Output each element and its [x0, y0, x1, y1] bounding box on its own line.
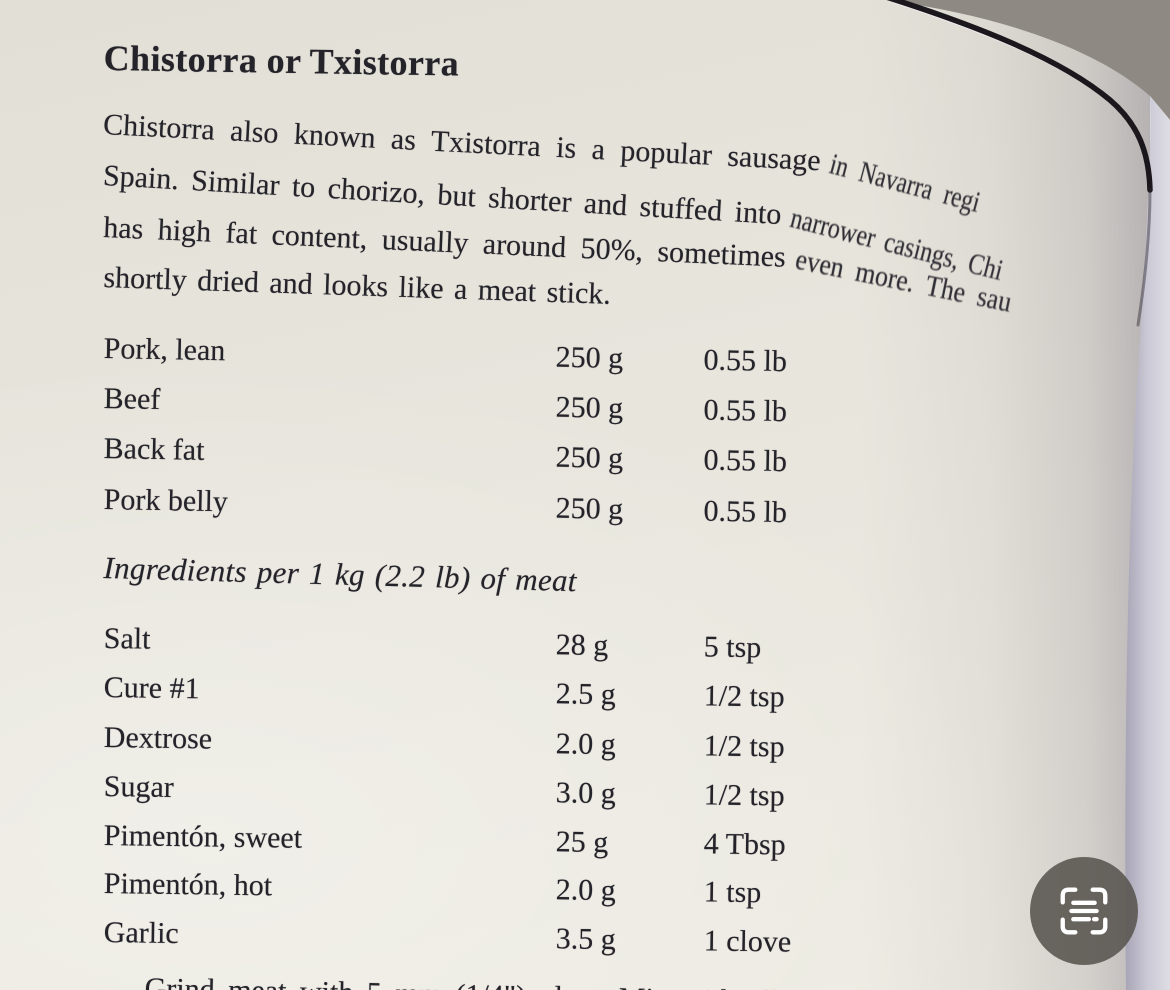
- ingredient-name: Dextrose: [103, 721, 213, 756]
- table-row: Beef 250 g 0.55 lb: [103, 382, 883, 429]
- ingredient-name: Pimentón, hot: [103, 867, 273, 903]
- table-row: Salt 28 g 5 tsp: [103, 622, 884, 665]
- paragraph-line: shortly dried and looks like a meat stic…: [102, 261, 621, 311]
- table-row: Back fat 250 g 0.55 lb: [103, 432, 883, 479]
- ingredient-name: Salt: [103, 622, 151, 656]
- imperial-amount: 0.55 lb: [703, 343, 788, 379]
- metric-amount: 3.5 g: [555, 922, 616, 957]
- paragraph-line-tail: even more. The sau: [792, 242, 1015, 319]
- metric-amount: 3.0 g: [555, 776, 616, 811]
- metric-amount: 2.5 g: [555, 677, 616, 712]
- ingredients-heading: Ingredients per 1 kg (2.2 lb) of meat: [103, 550, 578, 599]
- metric-amount: 250 g: [555, 390, 624, 425]
- ingredient-name: Back fat: [103, 432, 205, 467]
- ingredient-name: Sugar: [103, 770, 175, 804]
- table-row: Pork, lean 250 g 0.55 lb: [103, 332, 883, 379]
- metric-amount: 2.0 g: [555, 727, 616, 762]
- metric-amount: 25 g: [555, 825, 609, 860]
- metric-amount: 250 g: [555, 340, 624, 375]
- table-row: Cure #1 2.5 g 1/2 tsp: [103, 671, 884, 714]
- recipe-title: Chistorra or Txistorra: [103, 38, 460, 84]
- ingredient-name: Pork, lean: [103, 332, 226, 368]
- ingredient-name: Garlic: [103, 916, 179, 951]
- imperial-amount: 0.55 lb: [703, 393, 788, 429]
- table-row: Pork belly 250 g 0.55 lb: [103, 483, 883, 530]
- metric-amount: 28 g: [555, 628, 609, 663]
- page-curl-shadow: [858, 0, 1150, 990]
- imperial-amount: 1/2 tsp: [703, 679, 785, 714]
- table-row: Sugar 3.0 g 1/2 tsp: [103, 770, 884, 813]
- metric-amount: 2.0 g: [555, 873, 616, 908]
- live-text-button[interactable]: [1030, 857, 1138, 965]
- imperial-amount: 1/2 tsp: [703, 729, 785, 764]
- clipped-text-line: Grind meat with 5 mm (1/4") plate. Mix w…: [144, 972, 926, 990]
- page-edge-strip: [1125, 96, 1170, 990]
- table-row: Garlic 3.5 g 1 clove: [103, 916, 884, 959]
- imperial-amount: 1/2 tsp: [703, 778, 785, 813]
- ingredient-name: Pork belly: [103, 483, 229, 519]
- imperial-amount: 1 clove: [703, 924, 792, 959]
- imperial-amount: 5 tsp: [703, 630, 762, 665]
- live-text-icon: [1060, 887, 1108, 935]
- paragraph-line-main: shortly dried and looks like a meat stic…: [102, 261, 612, 311]
- imperial-amount: 0.55 lb: [703, 443, 788, 479]
- imperial-amount: 4 Tbsp: [703, 827, 786, 862]
- metric-amount: 250 g: [555, 440, 624, 475]
- table-row: Pimentón, sweet 25 g 4 Tbsp: [103, 819, 884, 862]
- metric-amount: 250 g: [555, 491, 624, 526]
- ingredient-name: Pimentón, sweet: [103, 819, 303, 855]
- imperial-amount: 0.55 lb: [703, 494, 788, 530]
- ingredient-name: Cure #1: [103, 671, 200, 706]
- background-corner: [886, 0, 1170, 120]
- ingredient-name: Beef: [103, 382, 161, 417]
- table-row: Dextrose 2.0 g 1/2 tsp: [103, 721, 884, 764]
- table-row: Pimentón, hot 2.0 g 1 tsp: [103, 867, 884, 910]
- imperial-amount: 1 tsp: [703, 875, 762, 910]
